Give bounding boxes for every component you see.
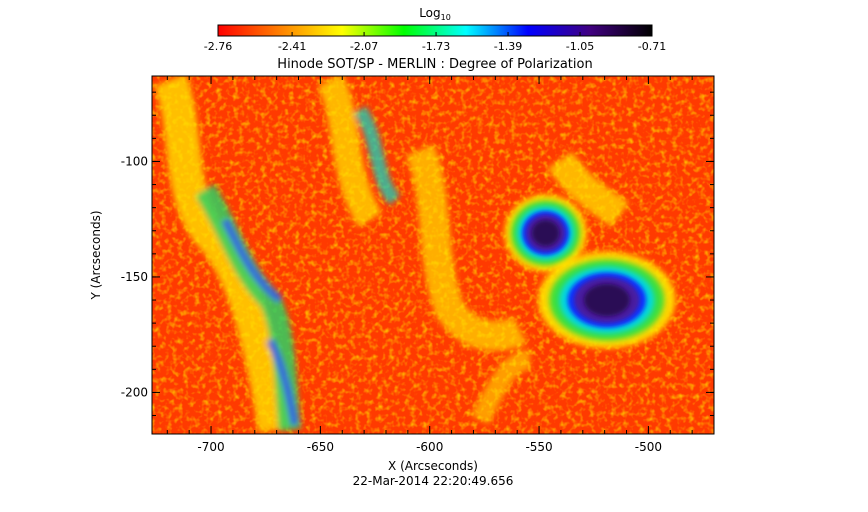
chart-title: Hinode SOT/SP - MERLIN : Degree of Polar… bbox=[277, 57, 592, 72]
sunspot-feature bbox=[583, 283, 630, 317]
colorbar-title: Log10 bbox=[419, 6, 451, 22]
colorbar-tick-label: -1.73 bbox=[422, 40, 450, 53]
colorbar-tick-label: -2.07 bbox=[350, 40, 378, 53]
y-tick-label: -200 bbox=[121, 385, 148, 399]
x-tick-label: -500 bbox=[635, 440, 662, 454]
x-tick-label: -550 bbox=[525, 440, 552, 454]
y-axis-label: Y (Arcseconds) bbox=[89, 210, 103, 300]
x-axis-ticks: -700 -650 -600 -550 -500 bbox=[166, 76, 715, 454]
colorbar-tick-label: -2.76 bbox=[204, 40, 232, 53]
colorbar-tick-label: -0.71 bbox=[638, 40, 666, 53]
x-tick-label: -650 bbox=[307, 440, 334, 454]
y-tick-label: -100 bbox=[121, 154, 148, 168]
y-axis-ticks: -100 -150 -200 bbox=[121, 91, 714, 417]
x-tick-label: -700 bbox=[197, 440, 224, 454]
sunspot-feature bbox=[531, 220, 560, 246]
heatmap-image bbox=[152, 76, 714, 434]
colorbar-tick-label: -2.41 bbox=[278, 40, 306, 53]
colorbar-tick-label: -1.05 bbox=[566, 40, 594, 53]
x-tick-label: -600 bbox=[416, 440, 443, 454]
colorbar-tick-label: -1.39 bbox=[494, 40, 522, 53]
timestamp-footer: 22-Mar-2014 22:20:49.656 bbox=[353, 474, 514, 488]
colorbar-title-subscript: 10 bbox=[441, 13, 451, 22]
colorbar-title-main: Log bbox=[419, 6, 440, 20]
x-axis-label: X (Arcseconds) bbox=[388, 459, 478, 473]
plot-frame bbox=[151, 75, 715, 435]
colorbar-ticks: -2.76 -2.41 -2.07 -1.73 -1.39 -1.05 -0.71 bbox=[204, 32, 666, 53]
sunspot-features bbox=[504, 194, 676, 349]
y-tick-label: -150 bbox=[121, 270, 148, 284]
colorbar bbox=[217, 24, 653, 37]
